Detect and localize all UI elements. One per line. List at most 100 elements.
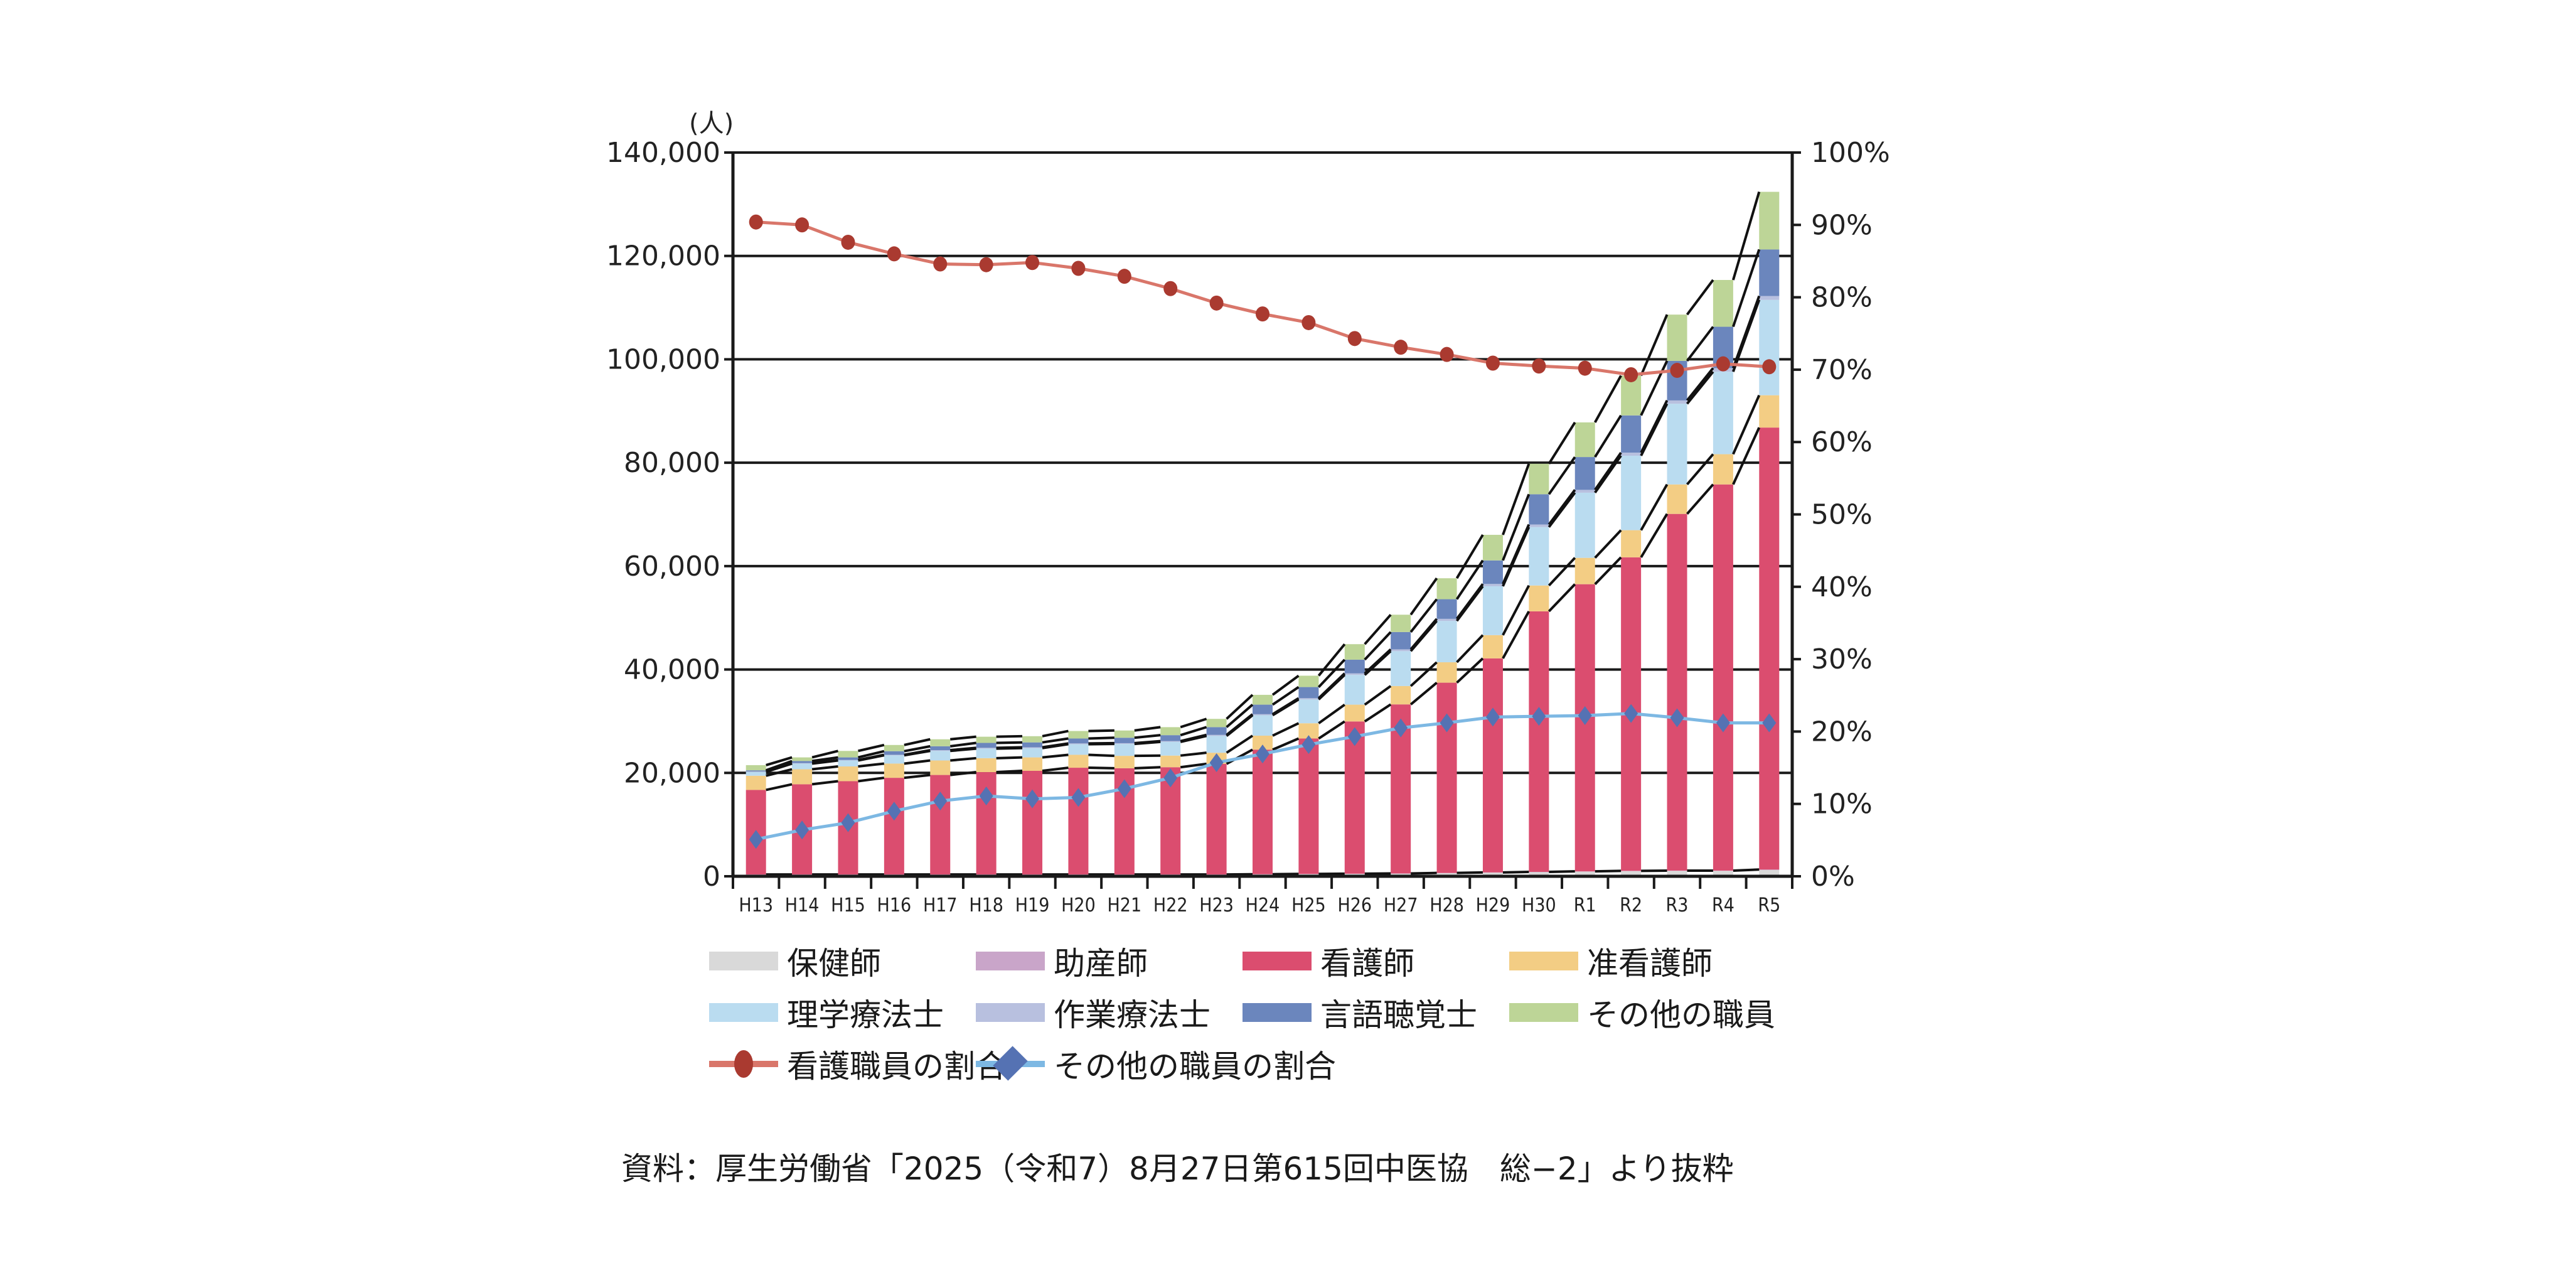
legend-label: 保健師	[787, 945, 881, 982]
bar-segment-H14	[792, 761, 813, 763]
bar-segment-H13	[746, 771, 766, 772]
bar-segment-H29	[1482, 535, 1503, 561]
bar-segment-R5	[1759, 870, 1780, 876]
series-connector	[1134, 766, 1161, 770]
legend-label: 理学療法士	[787, 997, 944, 1033]
bar-segment-R1	[1574, 457, 1595, 490]
series-connector	[811, 780, 838, 786]
bar-segment-H28	[1436, 618, 1457, 621]
nursing-ratio-point	[1485, 355, 1500, 371]
series-connector	[811, 758, 838, 765]
series-connector	[1226, 734, 1254, 754]
series-connector	[1502, 463, 1531, 535]
series-connector	[1317, 643, 1346, 677]
bar-segment-H27	[1391, 631, 1411, 650]
x-tick-label: H27	[1384, 894, 1418, 916]
bar-segment-H17	[930, 775, 951, 875]
series-connector	[858, 749, 885, 759]
bar-segment-H25	[1298, 738, 1319, 874]
bar-segment-H17	[930, 760, 951, 775]
series-connector	[858, 743, 885, 753]
nursing-ratio-point	[1209, 295, 1224, 311]
bar-segment-H30	[1529, 494, 1549, 525]
bar-segment-R4	[1713, 454, 1733, 485]
bar-segment-H21	[1114, 730, 1135, 738]
bar-segment-H29	[1482, 560, 1503, 584]
bar-segment-H20	[1068, 755, 1089, 768]
series-connector	[858, 762, 885, 768]
other-ratio-point	[841, 813, 855, 832]
bar-segment-H21	[1114, 744, 1135, 756]
swatch-icon	[709, 952, 778, 970]
other-ratio-point	[1163, 768, 1178, 788]
bar-segment-H22	[1160, 727, 1181, 736]
bar-segment-H29	[1482, 584, 1503, 586]
series-connector	[1318, 703, 1345, 724]
nursing-ratio-point	[1716, 356, 1730, 372]
bar-segment-H21	[1114, 738, 1135, 743]
series-connector	[950, 741, 976, 748]
series-connector	[1502, 610, 1531, 659]
other-ratio-point	[1025, 789, 1040, 808]
series-connector	[766, 760, 793, 772]
bar-segment-H18	[976, 743, 997, 748]
bar-segment-H15	[838, 757, 858, 760]
series-connector	[1318, 720, 1345, 740]
bar-segment-H29	[1482, 873, 1503, 876]
bar-segment-R2	[1621, 456, 1642, 530]
nursing-ratio-point	[979, 257, 993, 272]
series-connector	[1456, 634, 1484, 663]
series-connector	[1640, 400, 1669, 453]
series-connector	[1593, 375, 1622, 423]
bar-segment-H13	[746, 775, 766, 790]
other-ratio-point	[1209, 753, 1224, 772]
series-connector	[1547, 421, 1576, 465]
bar-segment-H17	[930, 739, 951, 746]
series-connector	[1686, 453, 1714, 486]
bar-segment-H26	[1344, 673, 1365, 675]
series-connector	[1180, 717, 1207, 729]
series-connector	[1364, 613, 1392, 645]
legend-label: 看護職員の割合	[787, 1048, 1007, 1085]
other-ratio-point	[749, 830, 763, 849]
bar-segment-H24	[1253, 749, 1273, 874]
y2-tick-label: 100%	[1811, 137, 1890, 169]
series-connector	[858, 753, 885, 761]
series-connector	[858, 776, 885, 783]
bar-segment-H15	[838, 766, 858, 782]
legend-item-other-staff: その他の職員	[1509, 990, 1776, 1035]
nursing-ratio-point	[1163, 281, 1178, 296]
x-tick-label: H26	[1337, 894, 1372, 916]
series-connector	[766, 783, 793, 792]
series-connector	[1042, 729, 1069, 738]
series-connector	[1594, 529, 1622, 559]
series-connector	[904, 744, 931, 753]
nursing-ratio-point	[1256, 306, 1269, 322]
bar-segment-H19	[1022, 748, 1043, 758]
bar-segment-R3	[1667, 513, 1687, 871]
bar-segment-R4	[1713, 871, 1733, 876]
legend-label: 准看護師	[1587, 945, 1713, 982]
nursing-ratio-point	[1025, 255, 1040, 271]
series-connector	[1409, 577, 1438, 616]
bar-segment-H28	[1436, 682, 1457, 873]
x-tick-label: H22	[1153, 894, 1188, 916]
bar-segment-R2	[1621, 453, 1642, 456]
bar-segment-H28	[1436, 662, 1457, 683]
bar-segment-H28	[1436, 599, 1457, 619]
bar-segment-R1	[1574, 871, 1595, 876]
y2-tick-label: 60%	[1811, 426, 1873, 458]
series-connector	[1272, 722, 1300, 737]
swatch-icon	[1509, 952, 1578, 970]
series-connector	[950, 771, 976, 776]
bar-segment-H18	[976, 748, 997, 758]
bar-segment-H30	[1529, 611, 1549, 872]
bar-segment-H17	[930, 751, 951, 761]
bar-segment-H27	[1391, 649, 1411, 652]
nursing-ratio-point	[1762, 359, 1777, 375]
series-connector	[1042, 766, 1069, 772]
other-ratio-point	[1256, 744, 1269, 764]
nursing-ratio-point	[887, 246, 901, 262]
other-ratio-point	[1347, 727, 1362, 746]
bar-segment-H25	[1298, 687, 1319, 699]
